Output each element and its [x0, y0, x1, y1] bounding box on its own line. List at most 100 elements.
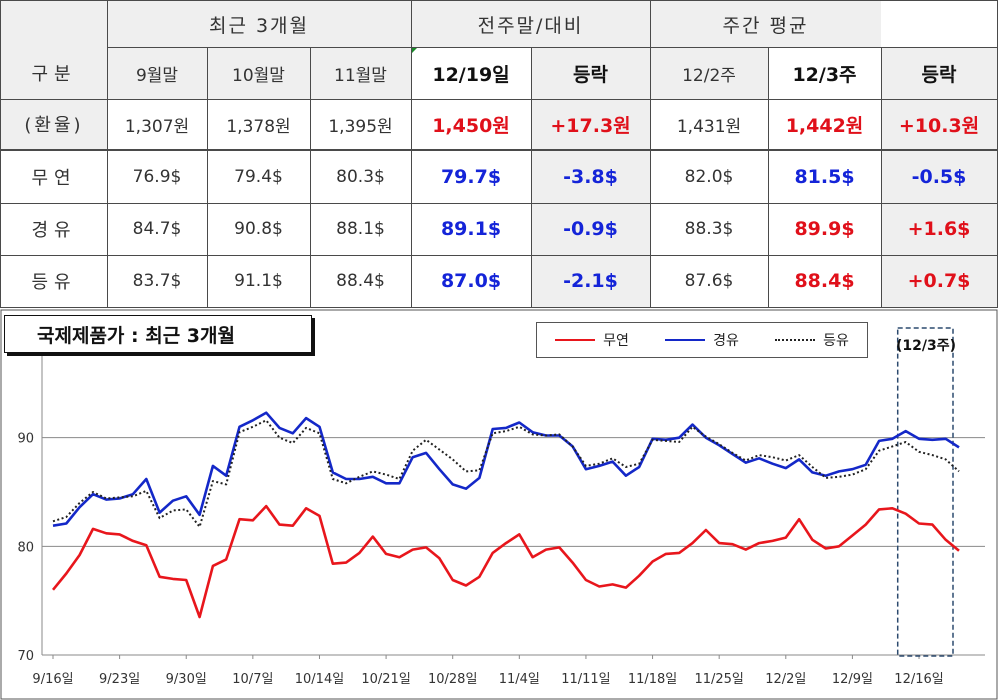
table-border — [881, 47, 882, 308]
legend-swatch-unleaded — [555, 339, 596, 341]
table-border — [0, 307, 998, 308]
table-cell: 79.4$ — [234, 167, 283, 187]
x-tick-label: 12/2일 — [765, 672, 806, 687]
table-cell: 1,442원 — [785, 114, 864, 137]
x-tick-label: 9/30일 — [166, 672, 207, 687]
table-cell: 79.7$ — [440, 166, 502, 188]
table-border — [310, 47, 311, 308]
row-label-unleaded: 무연 — [31, 168, 77, 189]
table-cell: 83.7$ — [132, 271, 182, 291]
x-tick-label: 10/21일 — [361, 672, 410, 687]
table-border — [768, 47, 769, 308]
legend-label-unleaded: 무연 — [603, 333, 629, 349]
table-cell: 88.4$ — [794, 270, 855, 292]
table-cell: 89.9$ — [794, 218, 855, 240]
table-border — [650, 0, 651, 308]
col-header-dec-wk3: 12/3주 — [792, 63, 857, 86]
header-spacer — [1, 1, 107, 149]
y-tick-label: 90 — [17, 432, 34, 447]
x-tick-label: 12/9일 — [832, 672, 873, 687]
group-weekly-avg: 주간 평균 — [650, 1, 881, 47]
table-border — [0, 0, 1, 308]
col-header-dec-wk2: 12/2주 — [650, 47, 768, 99]
series-line-kerosene — [52, 419, 960, 528]
col-header-sep: 9월말 — [107, 47, 207, 99]
table-cell: 87.6$ — [684, 271, 734, 291]
table-cell: -0.9$ — [531, 203, 650, 255]
table-cell: +17.3원 — [531, 99, 650, 149]
col-header-change-2: 등락 — [881, 47, 997, 99]
legend-label-kerosene: 등유 — [823, 333, 849, 349]
x-tick-label: 9/23일 — [99, 672, 140, 687]
table-cell: 76.9$ — [132, 167, 182, 187]
comment-marker — [411, 48, 417, 54]
table-cell: 1,431원 — [676, 116, 742, 137]
legend-swatch-kerosene — [775, 339, 816, 341]
legend-label-diesel: 경유 — [713, 333, 739, 349]
table-cell: 91.1$ — [234, 271, 283, 291]
y-tick-label: 80 — [17, 540, 34, 555]
col-header-nov: 11월말 — [310, 47, 411, 99]
table-cell: 88.1$ — [336, 219, 385, 239]
table-cell: -2.1$ — [531, 255, 650, 307]
table-cell: 90.8$ — [234, 219, 283, 239]
group-prev-week: 전주말/대비 — [411, 1, 650, 47]
x-tick-label: 11/25일 — [694, 672, 743, 687]
row-label-exchange: (환율) — [24, 115, 84, 136]
table-cell: 82.0$ — [684, 167, 734, 187]
x-tick-label: 10/7일 — [232, 672, 273, 687]
table-cell: -3.8$ — [531, 151, 650, 203]
x-tick-label: 9/16일 — [32, 672, 73, 687]
price-table: 최근 3개월 전주말/대비 주간 평균 구분 9월말 10월말 11월말 12/… — [0, 0, 998, 308]
highlight-week-label: (12/3주) — [896, 338, 957, 354]
col-header-1219: 12/19일 — [432, 63, 510, 86]
row-label-diesel: 경유 — [31, 220, 77, 241]
table-cell: 81.5$ — [794, 166, 855, 188]
x-tick-label: 11/11일 — [561, 672, 610, 687]
table-border — [207, 47, 208, 308]
chart-frame — [0, 309, 998, 700]
chart-title: 국제제품가 : 최근 3개월 — [4, 315, 312, 353]
table-cell: 88.3$ — [684, 219, 734, 239]
legend-swatch-diesel — [665, 339, 706, 341]
x-tick-label: 11/18일 — [628, 672, 677, 687]
series-line-diesel — [52, 411, 960, 527]
table-cell: -0.5$ — [881, 151, 997, 203]
legend-item-unleaded: 무연 — [555, 330, 629, 350]
chart-canvas: 70 80 90 9/16일 9/23일 9/30일 10/7일 10/14일 10/21일 10… — [0, 309, 998, 700]
table-cell: +1.6$ — [881, 203, 997, 255]
highlight-week-box — [896, 327, 954, 657]
x-tick-label: 12/16일 — [894, 672, 943, 687]
table-border — [107, 47, 998, 48]
col-header-oct: 10월말 — [207, 47, 310, 99]
legend-item-kerosene: 등유 — [775, 330, 849, 350]
table-cell: 88.4$ — [336, 271, 385, 291]
x-tick-label: 10/14일 — [295, 672, 344, 687]
col-header-category: 구분 — [31, 64, 77, 85]
table-border — [107, 0, 108, 308]
table-border — [531, 47, 532, 308]
table-border — [0, 0, 998, 1]
table-cell: 87.0$ — [440, 270, 502, 292]
table-cell: 1,395원 — [328, 116, 393, 137]
x-tick-label: 11/4일 — [499, 672, 540, 687]
table-cell: 1,450원 — [432, 114, 510, 137]
table-cell: 1,307원 — [124, 116, 190, 137]
table-cell: 1,378원 — [226, 116, 291, 137]
col-header-change-1: 등락 — [531, 47, 650, 99]
legend-item-diesel: 경유 — [665, 330, 739, 350]
table-border — [0, 149, 998, 151]
row-label-kerosene: 등유 — [31, 272, 77, 293]
table-border — [0, 203, 998, 204]
group-recent-3-months: 최근 3개월 — [107, 1, 411, 47]
table-border — [0, 255, 998, 256]
table-cell: 80.3$ — [336, 167, 385, 187]
price-chart: 70 80 90 9/16일 9/23일 9/30일 10/7일 10/14일 10/21일 10… — [0, 309, 998, 700]
table-border — [0, 99, 998, 100]
series-line-unleaded — [51, 504, 960, 619]
table-cell: 89.1$ — [440, 218, 502, 240]
table-cell: 84.7$ — [132, 219, 182, 239]
x-tick-label: 10/28일 — [428, 672, 477, 687]
y-tick-label: 70 — [17, 649, 34, 664]
chart-legend: 무연 경유 등유 — [536, 322, 868, 358]
